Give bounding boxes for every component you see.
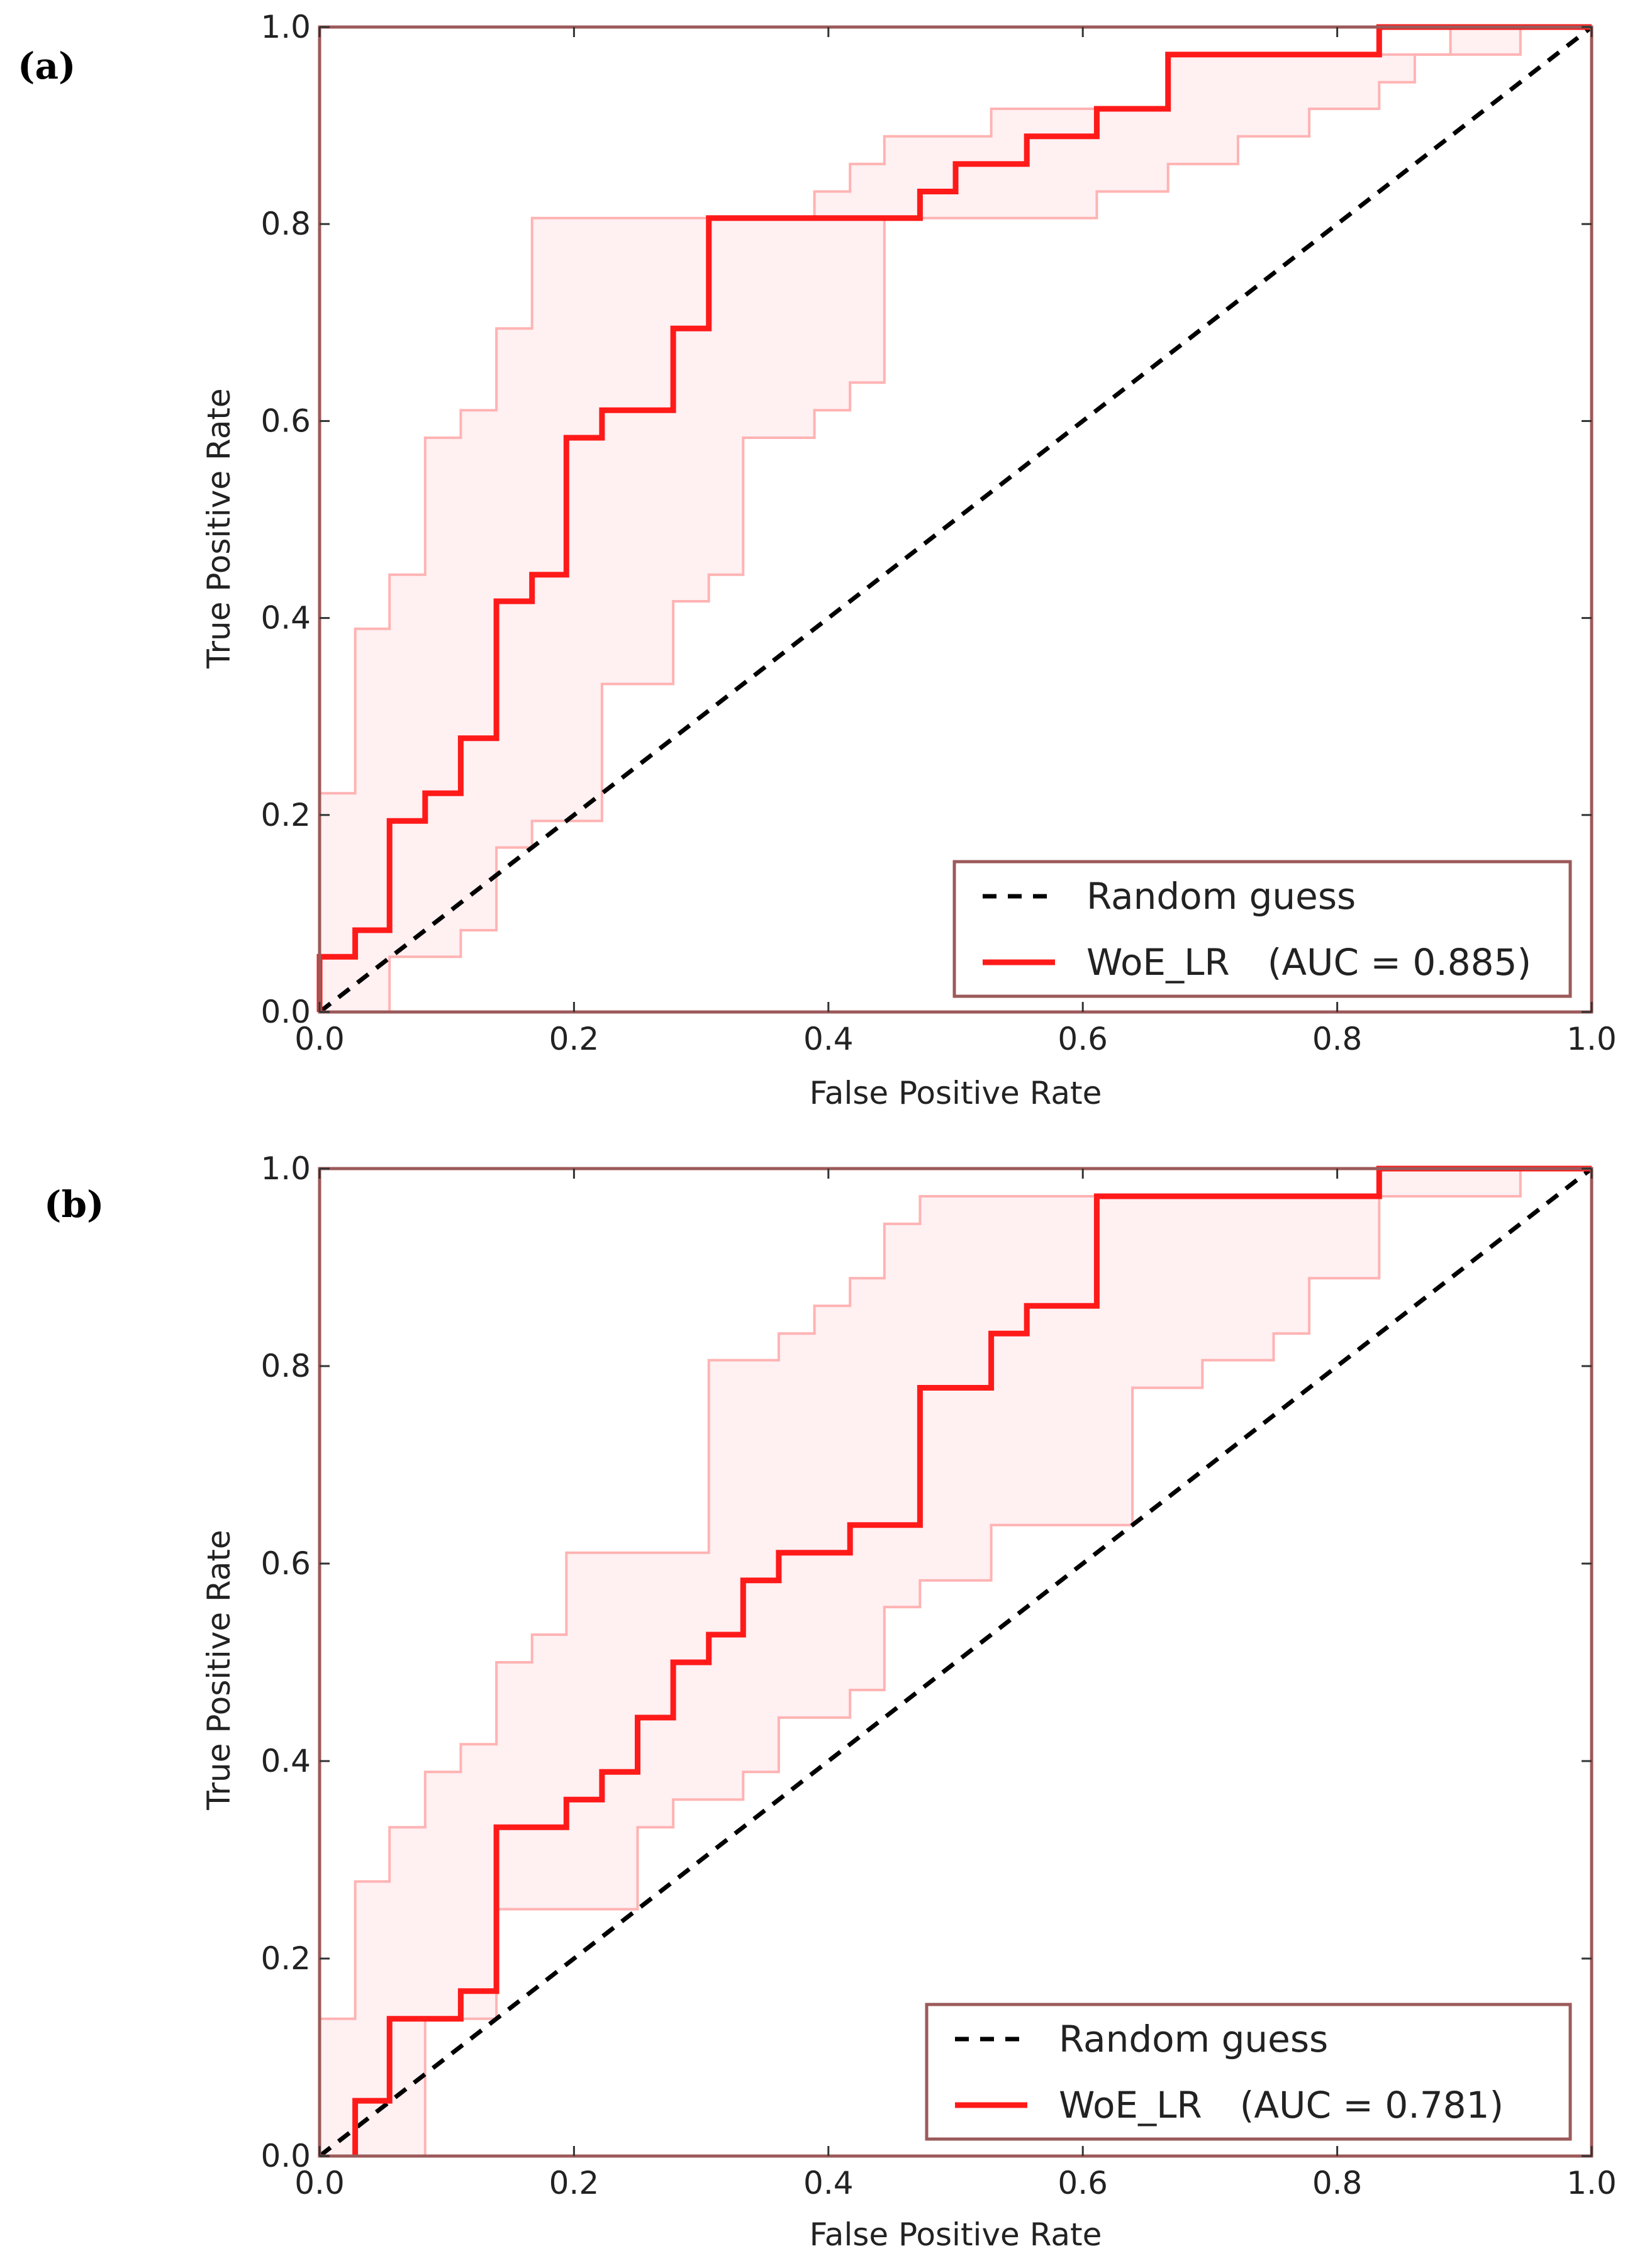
panel-label-a: (a) (18, 45, 75, 87)
legend-a: Random guess WoE_LR (AUC = 0.885) (952, 860, 1572, 998)
y-tick-label-b: 1.0 (260, 1150, 311, 1187)
y-tick-label-a: 0.4 (260, 600, 311, 636)
y-tick-label-a: 0.0 (260, 994, 311, 1030)
x-tick-label-a: 0.8 (1312, 1021, 1363, 1057)
y-tick-label-a: 0.8 (260, 206, 311, 242)
legend-label-woe-lr-b: WoE_LR (1059, 2084, 1202, 2126)
x-tick-label-b: 0.0 (294, 2165, 345, 2201)
series-random-guess-line-a (318, 25, 1594, 1014)
legend-auc-label-b: (AUC = 0.781) (1240, 2084, 1504, 2126)
upper-band-line-b (318, 1167, 1592, 2156)
y-tick-label-b: 0.6 (260, 1545, 311, 1582)
series-woe-lr-line-b (352, 1165, 1592, 2156)
x-tick-label-b: 1.0 (1566, 2165, 1617, 2201)
series-woe-lr-line-a (316, 24, 1592, 1012)
legend-label-random-guess-b: Random guess (1059, 2018, 1328, 2060)
panel-label-b: (b) (44, 1183, 104, 1226)
x-tick-label-b: 0.8 (1312, 2165, 1363, 2201)
legend-label-woe-lr-a: WoE_LR (1086, 941, 1230, 984)
y-tick-label-a: 0.6 (260, 403, 311, 439)
confidence-band-fill-a (320, 27, 1592, 1012)
roc-chart-b: (b) False Positive Rate True Positive Ra… (44, 1150, 1617, 2253)
roc-chart-a: (a) False Positive Rate True Positive Ra… (18, 9, 1617, 1111)
lower-band-line-b (423, 1167, 1592, 2156)
x-tick-label-b: 0.6 (1058, 2165, 1108, 2201)
x-axis-title-b: False Positive Rate (810, 2216, 1102, 2253)
y-axis-title-a: True Positive Rate (201, 388, 237, 669)
legend-auc-label-a: (AUC = 0.885) (1268, 941, 1531, 984)
axes-frame-b (318, 1167, 1594, 2158)
x-axis-title-a: False Positive Rate (810, 1075, 1102, 1111)
x-tick-label-a: 0.4 (803, 1021, 854, 1057)
x-tick-label-a: 1.0 (1566, 1021, 1617, 1057)
legend-label-random-guess-a: Random guess (1086, 875, 1356, 918)
x-tick-label-a: 0.0 (294, 1021, 345, 1057)
legend-box-a (952, 860, 1572, 998)
x-tick-label-a: 0.2 (549, 1021, 600, 1057)
series-random-guess-line-b (318, 1167, 1594, 2158)
y-tick-label-b: 0.0 (260, 2138, 311, 2174)
lower-band-line-a (388, 26, 1592, 1012)
legend-b: Random guess WoE_LR (AUC = 0.781) (925, 2003, 1572, 2141)
y-tick-label-b: 0.2 (260, 1940, 311, 1977)
y-tick-label-a: 1.0 (260, 9, 311, 45)
axes-frame-a (318, 25, 1594, 1014)
y-axis-title-b: True Positive Rate (201, 1530, 237, 1810)
x-tick-label-b: 0.4 (803, 2165, 854, 2201)
legend-box-b (925, 2003, 1572, 2141)
x-tick-label-b: 0.2 (549, 2165, 600, 2201)
y-tick-label-a: 0.2 (260, 797, 311, 833)
x-tick-label-a: 0.6 (1058, 1021, 1108, 1057)
y-tick-label-b: 0.4 (260, 1743, 311, 1779)
y-tick-label-b: 0.8 (260, 1348, 311, 1384)
